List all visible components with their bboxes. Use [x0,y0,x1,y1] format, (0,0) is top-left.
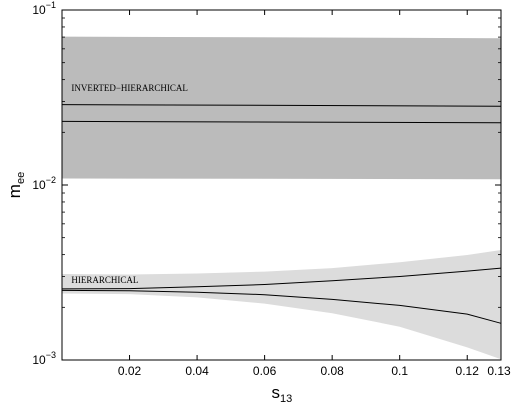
y-axis-label: mee [5,172,27,198]
x-tick-label: 0.12 [456,364,480,378]
x-tick-label: 0.1 [391,364,408,378]
series-line-4 [61,289,502,324]
x-tick-label: 0.02 [118,364,142,378]
x-axis-label-main: s [272,383,281,402]
y-tick-label: 10−3 [32,350,56,367]
ticks-layer: 0.02 0.04 0.06 0.08 0.1 0.12 0.13 10−3 10−2 10−1 [32,0,511,378]
x-tick-label: 0.06 [253,364,277,378]
series-line-3 [61,267,502,290]
x-tick-label: 0.13 [487,364,511,378]
y-axis-label-sub: ee [15,172,27,184]
x-tick-label: 0.04 [185,364,209,378]
band-inverted-hierarchical [62,36,501,180]
series-line-2 [61,120,502,124]
x-axis-label-sub: 13 [280,393,292,405]
band-hierarchical [62,250,501,360]
y-tick-label: 10−2 [32,175,56,192]
label-inverted-hierarchical: INVERTED−HIERARCHICAL [71,83,188,93]
annotations-layer: INVERTED−HIERARCHICAL HIERARCHICAL [71,83,188,285]
lines-layer [61,104,502,324]
y-tick-label: 10−1 [32,0,56,17]
label-hierarchical: HIERARCHICAL [71,275,138,285]
series-line-1 [61,104,502,107]
y-axis-label-main: m [5,184,24,198]
x-axis-label: s13 [272,383,293,405]
x-tick-label: 0.08 [320,364,344,378]
